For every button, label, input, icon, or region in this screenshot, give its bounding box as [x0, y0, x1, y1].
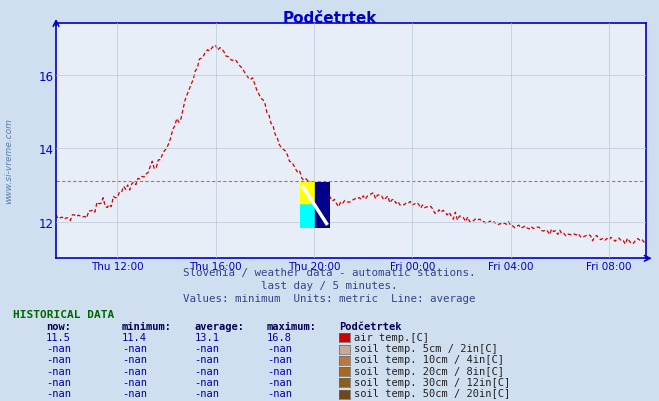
Text: -nan: -nan [122, 354, 147, 365]
Text: Podčetrtek: Podčetrtek [339, 322, 402, 332]
Text: -nan: -nan [267, 343, 292, 353]
Text: last day / 5 minutes.: last day / 5 minutes. [261, 281, 398, 291]
Text: Slovenia / weather data - automatic stations.: Slovenia / weather data - automatic stat… [183, 267, 476, 277]
Polygon shape [300, 205, 315, 229]
Text: Values: minimum  Units: metric  Line: average: Values: minimum Units: metric Line: aver… [183, 294, 476, 304]
Text: soil temp. 10cm / 4in[C]: soil temp. 10cm / 4in[C] [354, 354, 504, 365]
Text: soil temp. 50cm / 20in[C]: soil temp. 50cm / 20in[C] [354, 388, 510, 398]
Polygon shape [300, 182, 315, 205]
Text: Podčetrtek: Podčetrtek [282, 11, 377, 26]
Text: -nan: -nan [194, 343, 219, 353]
Text: 16.8: 16.8 [267, 332, 292, 342]
Text: HISTORICAL DATA: HISTORICAL DATA [13, 310, 115, 320]
Text: -nan: -nan [46, 366, 71, 376]
Text: 13.1: 13.1 [194, 332, 219, 342]
Text: -nan: -nan [122, 377, 147, 387]
Text: now:: now: [46, 322, 71, 332]
Text: www.si-vreme.com: www.si-vreme.com [4, 117, 13, 203]
Text: minimum:: minimum: [122, 322, 172, 332]
Text: -nan: -nan [267, 377, 292, 387]
Text: 11.5: 11.5 [46, 332, 71, 342]
Text: average:: average: [194, 322, 244, 332]
Text: -nan: -nan [267, 366, 292, 376]
Text: -nan: -nan [267, 354, 292, 365]
Text: soil temp. 30cm / 12in[C]: soil temp. 30cm / 12in[C] [354, 377, 510, 387]
Text: -nan: -nan [194, 377, 219, 387]
Text: -nan: -nan [46, 343, 71, 353]
Text: -nan: -nan [122, 388, 147, 398]
Text: soil temp. 20cm / 8in[C]: soil temp. 20cm / 8in[C] [354, 366, 504, 376]
Polygon shape [300, 205, 315, 229]
Text: -nan: -nan [267, 388, 292, 398]
Text: -nan: -nan [194, 388, 219, 398]
Text: soil temp. 5cm / 2in[C]: soil temp. 5cm / 2in[C] [354, 343, 498, 353]
Polygon shape [315, 182, 330, 229]
Text: -nan: -nan [194, 366, 219, 376]
Text: -nan: -nan [46, 388, 71, 398]
Text: -nan: -nan [122, 366, 147, 376]
Text: air temp.[C]: air temp.[C] [354, 332, 429, 342]
Text: -nan: -nan [122, 343, 147, 353]
Text: maximum:: maximum: [267, 322, 317, 332]
Text: 11.4: 11.4 [122, 332, 147, 342]
Text: -nan: -nan [46, 354, 71, 365]
Text: -nan: -nan [194, 354, 219, 365]
Text: -nan: -nan [46, 377, 71, 387]
Polygon shape [300, 182, 315, 205]
